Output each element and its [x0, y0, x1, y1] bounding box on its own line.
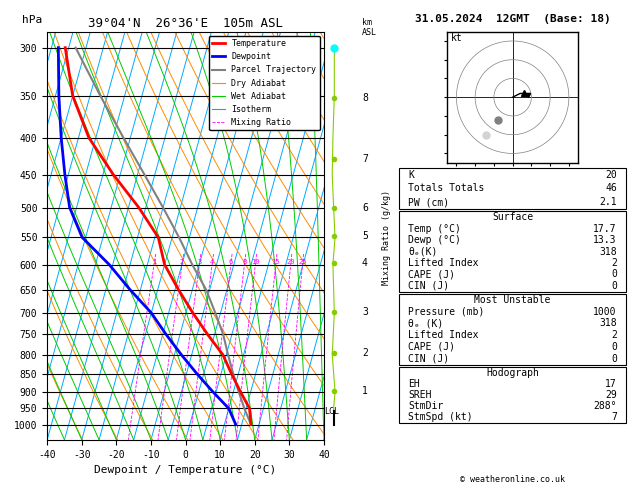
Text: 7: 7: [611, 412, 617, 422]
FancyBboxPatch shape: [399, 367, 626, 423]
Text: Temp (°C): Temp (°C): [408, 224, 461, 234]
Text: 5: 5: [362, 231, 368, 241]
Text: 318: 318: [599, 318, 617, 329]
Text: 2.1: 2.1: [599, 197, 617, 207]
Text: 3: 3: [198, 259, 201, 265]
Text: 7: 7: [362, 154, 368, 164]
Text: 10: 10: [251, 259, 260, 265]
Text: 29: 29: [605, 390, 617, 400]
Text: 0: 0: [611, 354, 617, 364]
Text: 25: 25: [298, 259, 307, 265]
Legend: Temperature, Dewpoint, Parcel Trajectory, Dry Adiabat, Wet Adiabat, Isotherm, Mi: Temperature, Dewpoint, Parcel Trajectory…: [209, 36, 320, 130]
Text: 46: 46: [605, 183, 617, 193]
Text: 3: 3: [362, 308, 368, 317]
Text: 6: 6: [228, 259, 233, 265]
Text: θₑ (K): θₑ (K): [408, 318, 443, 329]
Text: CAPE (J): CAPE (J): [408, 269, 455, 279]
Text: 1000: 1000: [593, 307, 617, 317]
Text: 318: 318: [599, 246, 617, 257]
Text: 1: 1: [362, 386, 368, 396]
Text: Mixing Ratio (g/kg): Mixing Ratio (g/kg): [382, 190, 391, 285]
Text: Lifted Index: Lifted Index: [408, 330, 479, 340]
Text: 4: 4: [362, 258, 368, 268]
Text: kt: kt: [451, 33, 462, 43]
Text: Surface: Surface: [492, 212, 533, 222]
FancyBboxPatch shape: [399, 294, 626, 364]
Text: 20: 20: [286, 259, 295, 265]
FancyBboxPatch shape: [399, 168, 626, 209]
Text: K: K: [408, 170, 415, 179]
Text: 17.7: 17.7: [593, 224, 617, 234]
Text: 8: 8: [242, 259, 247, 265]
Text: km
ASL: km ASL: [362, 17, 377, 37]
Text: SREH: SREH: [408, 390, 432, 400]
Text: 0: 0: [611, 281, 617, 291]
Text: Totals Totals: Totals Totals: [408, 183, 485, 193]
Text: 15: 15: [272, 259, 280, 265]
Text: Most Unstable: Most Unstable: [474, 295, 551, 305]
Text: StmSpd (kt): StmSpd (kt): [408, 412, 473, 422]
Text: 2: 2: [180, 259, 184, 265]
Text: Hodograph: Hodograph: [486, 367, 539, 378]
Text: 4: 4: [210, 259, 214, 265]
Text: 2: 2: [611, 258, 617, 268]
Title: 39°04'N  26°36'E  105m ASL: 39°04'N 26°36'E 105m ASL: [88, 17, 283, 31]
Text: 31.05.2024  12GMT  (Base: 18): 31.05.2024 12GMT (Base: 18): [415, 14, 611, 24]
Text: PW (cm): PW (cm): [408, 197, 450, 207]
Text: 2: 2: [362, 348, 368, 358]
Text: 20: 20: [605, 170, 617, 179]
FancyBboxPatch shape: [399, 211, 626, 292]
Text: 13.3: 13.3: [593, 235, 617, 245]
Text: 6: 6: [362, 203, 368, 212]
Text: 1: 1: [152, 259, 156, 265]
Text: hPa: hPa: [22, 16, 43, 25]
Text: CAPE (J): CAPE (J): [408, 342, 455, 352]
Text: θₑ(K): θₑ(K): [408, 246, 438, 257]
Text: 17: 17: [605, 379, 617, 389]
Text: StmDir: StmDir: [408, 401, 443, 411]
X-axis label: Dewpoint / Temperature (°C): Dewpoint / Temperature (°C): [94, 465, 277, 475]
Text: 8: 8: [362, 93, 368, 103]
Text: 0: 0: [611, 269, 617, 279]
Text: CIN (J): CIN (J): [408, 354, 450, 364]
Text: Pressure (mb): Pressure (mb): [408, 307, 485, 317]
Text: CIN (J): CIN (J): [408, 281, 450, 291]
Text: EH: EH: [408, 379, 420, 389]
Text: 0: 0: [611, 342, 617, 352]
Text: 2: 2: [611, 330, 617, 340]
Text: © weatheronline.co.uk: © weatheronline.co.uk: [460, 474, 565, 484]
Text: Lifted Index: Lifted Index: [408, 258, 479, 268]
Text: 288°: 288°: [593, 401, 617, 411]
Text: LCL: LCL: [324, 407, 339, 416]
Text: Dewp (°C): Dewp (°C): [408, 235, 461, 245]
